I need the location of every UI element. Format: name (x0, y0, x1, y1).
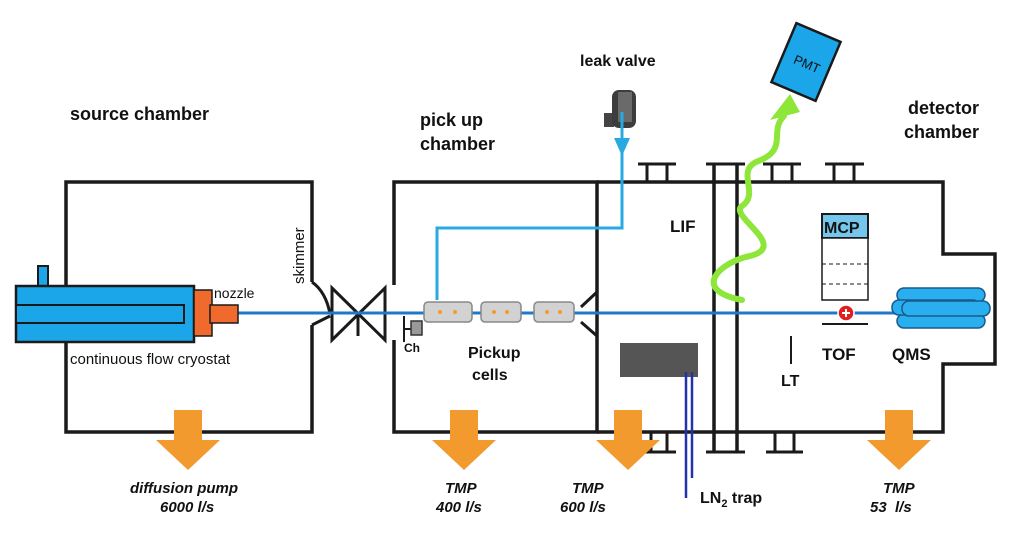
pickup-chamber-label-1: pick up (420, 110, 483, 130)
detector-chamber-label-2: chamber (904, 122, 979, 142)
pickup-aperture (579, 290, 599, 338)
pump-3-speed: 600 l/s (560, 499, 606, 516)
leak-valve-icon (604, 90, 636, 128)
skimmer (311, 280, 332, 327)
pump-1-speed: 6000 l/s (160, 499, 214, 516)
gate-valve (330, 284, 387, 344)
fluorescence-arrowhead (770, 94, 800, 120)
bottom-flanges (642, 432, 803, 454)
skimmer-label: skimmer (291, 227, 308, 284)
pump-arrows (156, 410, 931, 470)
ion-plus-icon (837, 304, 855, 322)
source-chamber-label: source chamber (70, 104, 209, 124)
ch-label: Ch (404, 341, 420, 355)
mcp-label: MCP (824, 220, 860, 237)
pump-4-speed: 53 l/s (870, 499, 912, 516)
qms-rods (891, 287, 991, 329)
nozzle (193, 289, 239, 337)
pickup-chamber-label-2: chamber (420, 134, 495, 154)
pump-4-name: TMP (883, 480, 916, 497)
pickup-cells (423, 301, 575, 323)
detector-chamber-outline (597, 180, 997, 434)
pump-arrow-diffusion (156, 410, 220, 470)
mcp-detector (821, 213, 869, 301)
pump-2-speed: 400 l/s (435, 499, 482, 516)
pump-3-name: TMP (572, 480, 605, 497)
ln2-trap-label: LN2 trap (700, 490, 762, 510)
pump-arrow-pickup (432, 410, 496, 470)
pickup-cells-label-2: cells (472, 367, 508, 384)
pump-1-name: diffusion pump (130, 480, 238, 497)
pickup-cell-coils (438, 310, 562, 314)
pickup-cells-label-1: Pickup (468, 345, 521, 362)
ln2-trap-block (620, 343, 698, 377)
lt-label: LT (781, 373, 800, 390)
detector-chamber-label-1: detector (908, 98, 979, 118)
ch-box (410, 320, 423, 336)
pmt-icon (769, 21, 843, 103)
leak-valve-label: leak valve (580, 53, 656, 70)
gas-line (435, 112, 624, 300)
qms-label: QMS (892, 345, 931, 364)
gas-flow-arrow (614, 138, 630, 156)
cryostat (14, 265, 196, 344)
top-flanges (638, 162, 864, 182)
pump-arrow-detector-2 (867, 410, 931, 470)
tof-label: TOF (822, 345, 856, 364)
pump-2-name: TMP (445, 480, 478, 497)
cryostat-label: continuous flow cryostat (70, 351, 231, 368)
nozzle-label: nozzle (214, 285, 255, 301)
fluorescence-wave (710, 113, 787, 303)
pump-arrow-detector-1 (596, 410, 660, 470)
lif-label: LIF (670, 217, 696, 236)
